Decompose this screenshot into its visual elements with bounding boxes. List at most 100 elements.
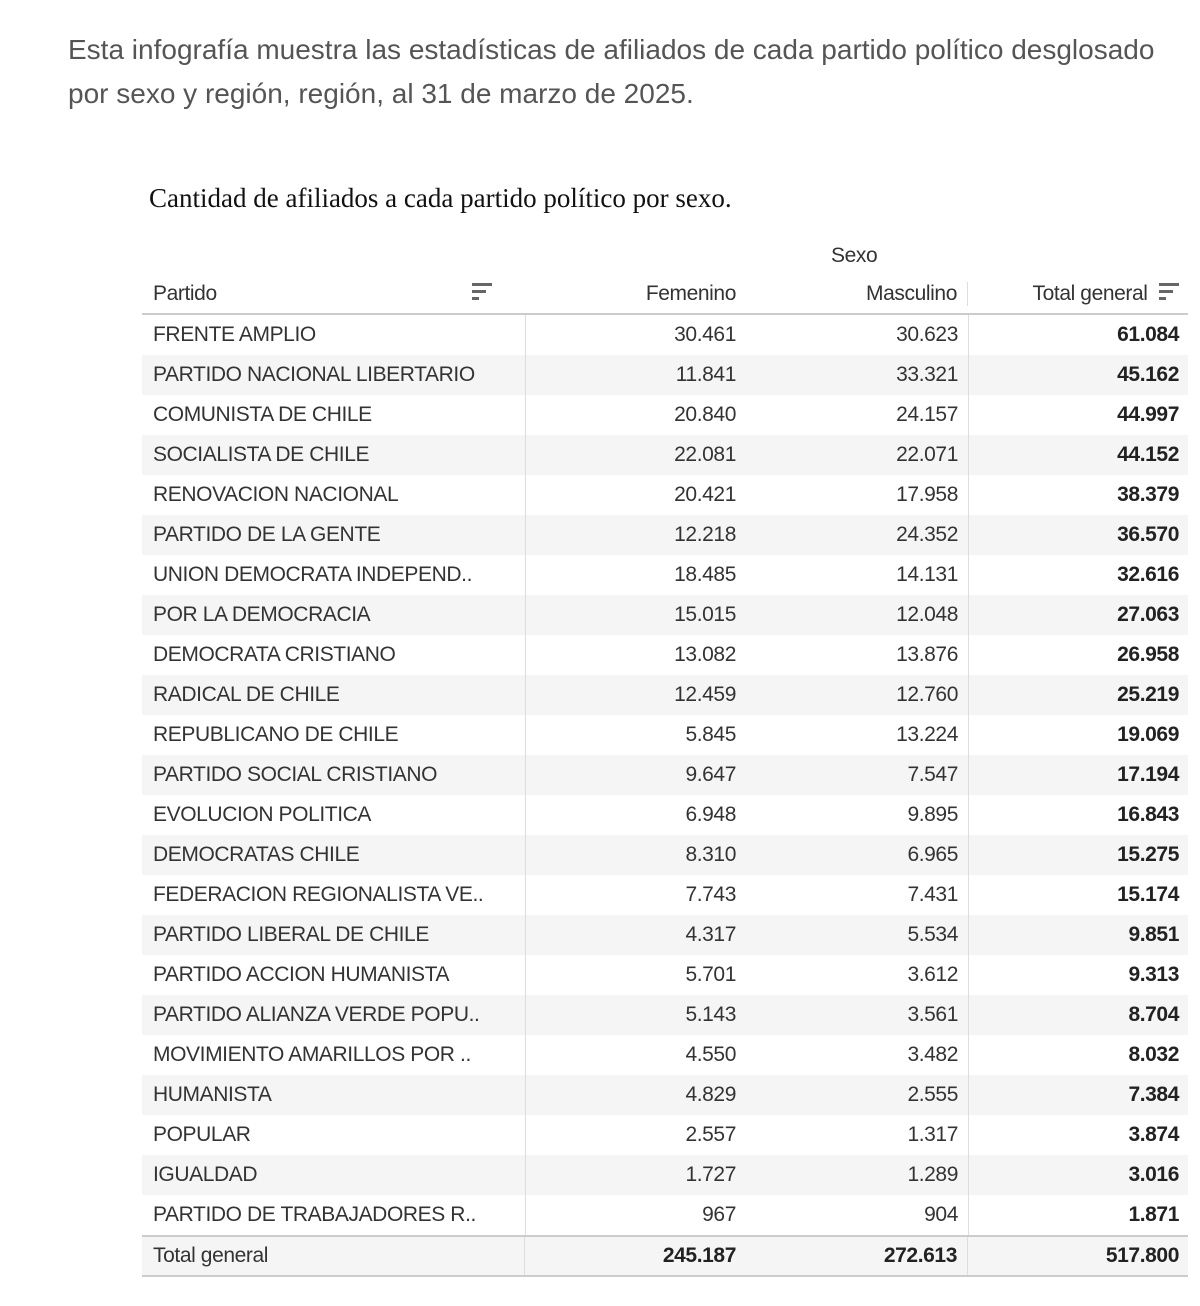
cell-femenino: 12.459 (674, 683, 736, 706)
cell-partido: COMUNISTA DE CHILE (153, 403, 372, 426)
cell-masculino: 2.555 (907, 1083, 958, 1106)
cell-masculino: 22.071 (896, 443, 958, 466)
intro-text: Esta infografía muestra las estadísticas… (68, 28, 1178, 116)
cell-masculino: 3.612 (907, 963, 958, 986)
header-partido[interactable]: Partido (142, 275, 525, 313)
cell-total: 19.069 (1117, 723, 1179, 746)
cell-femenino: 4.317 (685, 923, 736, 946)
cell-partido: PARTIDO LIBERAL DE CHILE (153, 923, 429, 946)
table-row: PARTIDO ACCION HUMANISTA 5.701 3.612 9.313 (142, 955, 1188, 995)
table-row: COMUNISTA DE CHILE 20.840 24.157 44.997 (142, 395, 1188, 435)
total-general: 517.800 (1105, 1244, 1180, 1267)
table-row: PARTIDO NACIONAL LIBERTARIO 11.841 33.321 4… (142, 355, 1188, 395)
intro-line-1: Esta infografía muestra las estadísticas… (68, 34, 1155, 109)
cell-femenino: 22.081 (674, 443, 736, 466)
cell-femenino: 2.557 (685, 1123, 736, 1146)
cell-femenino: 12.218 (674, 523, 736, 546)
cell-masculino: 6.965 (907, 843, 958, 866)
cell-total: 7.384 (1128, 1083, 1179, 1106)
header-row: Partido Femenino Masculino Total general (142, 275, 1188, 315)
cell-masculino: 12.760 (896, 683, 958, 706)
cell-partido: PARTIDO SOCIAL CRISTIANO (153, 763, 438, 786)
cell-partido: FRENTE AMPLIO (153, 323, 316, 346)
cell-masculino: 7.547 (907, 763, 958, 786)
cell-partido: DEMOCRATAS CHILE (153, 843, 360, 866)
header-label: Total general (1032, 282, 1148, 305)
table-row: IGUALDAD 1.727 1.289 3.016 (142, 1155, 1188, 1195)
cell-total: 8.704 (1128, 1003, 1179, 1026)
cell-masculino: 3.482 (907, 1043, 958, 1066)
cell-total: 44.997 (1117, 403, 1179, 426)
table-row: DEMOCRATA CRISTIANO 13.082 13.876 26.958 (142, 635, 1188, 675)
table-row: PARTIDO ALIANZA VERDE POPU.. 5.143 3.561 8.… (142, 995, 1188, 1035)
header-masculino[interactable]: Masculino (745, 282, 968, 306)
cell-femenino: 9.647 (685, 763, 736, 786)
cell-partido: IGUALDAD (153, 1163, 258, 1186)
cell-masculino: 1.289 (907, 1163, 958, 1186)
cell-masculino: 13.876 (896, 643, 958, 666)
sort-descending-icon[interactable] (472, 283, 492, 301)
cell-partido: FEDERACION REGIONALISTA VE.. (153, 883, 484, 906)
cell-femenino: 13.082 (674, 643, 736, 666)
sort-descending-icon[interactable] (1159, 283, 1179, 301)
header-total[interactable]: Total general (968, 282, 1188, 306)
cell-femenino: 30.461 (674, 323, 736, 346)
cell-masculino: 24.352 (896, 523, 958, 546)
table-row: PARTIDO DE LA GENTE 12.218 24.352 36.570 (142, 515, 1188, 555)
cell-masculino: 17.958 (896, 483, 958, 506)
cell-total: 8.032 (1128, 1043, 1179, 1066)
cell-total: 26.958 (1117, 643, 1179, 666)
cell-total: 25.219 (1117, 683, 1179, 706)
total-femenino: 245.187 (662, 1244, 737, 1267)
affiliates-table: Sexo Partido Femenino Masculino Total ge… (142, 236, 1188, 1277)
cell-femenino: 5.143 (685, 1003, 736, 1026)
header-label: Partido (153, 282, 217, 305)
total-label: Total general (142, 1237, 525, 1275)
cell-masculino: 33.321 (896, 363, 958, 386)
cell-total: 15.275 (1117, 843, 1179, 866)
table-row: PARTIDO SOCIAL CRISTIANO 9.647 7.547 17.194 (142, 755, 1188, 795)
cell-femenino: 6.948 (685, 803, 736, 826)
table-row: MOVIMIENTO AMARILLOS POR .. 4.550 3.482 8.0… (142, 1035, 1188, 1075)
table-row: EVOLUCION POLITICA 6.948 9.895 16.843 (142, 795, 1188, 835)
cell-masculino: 7.431 (907, 883, 958, 906)
cell-masculino: 904 (924, 1203, 958, 1226)
table-row: REPUBLICANO DE CHILE 5.845 13.224 19.069 (142, 715, 1188, 755)
cell-total: 15.174 (1117, 883, 1179, 906)
cell-femenino: 5.845 (685, 723, 736, 746)
cell-partido: EVOLUCION POLITICA (153, 803, 372, 826)
cell-masculino: 14.131 (896, 563, 958, 586)
cell-masculino: 5.534 (907, 923, 958, 946)
table-row: SOCIALISTA DE CHILE 22.081 22.071 44.152 (142, 435, 1188, 475)
cell-total: 32.616 (1117, 563, 1179, 586)
total-row: Total general 245.187 272.613 517.800 (142, 1235, 1188, 1277)
total-masculino: 272.613 (745, 1237, 968, 1275)
cell-masculino: 3.561 (907, 1003, 958, 1026)
column-divider (525, 315, 526, 1235)
column-divider (968, 315, 969, 1235)
cell-partido: PARTIDO ACCION HUMANISTA (153, 963, 450, 986)
cell-femenino: 8.310 (685, 843, 736, 866)
table-row: PARTIDO DE TRABAJADORES R.. 967 904 1.871 (142, 1195, 1188, 1235)
cell-total: 16.843 (1117, 803, 1179, 826)
cell-femenino: 1.727 (685, 1163, 736, 1186)
cell-femenino: 4.829 (685, 1083, 736, 1106)
intro-line-2: región, al 31 de marzo de 2025. (298, 78, 694, 109)
table-row: POR LA DEMOCRACIA 15.015 12.048 27.063 (142, 595, 1188, 635)
cell-total: 44.152 (1117, 443, 1179, 466)
table-row: FEDERACION REGIONALISTA VE.. 7.743 7.431 15… (142, 875, 1188, 915)
cell-femenino: 5.701 (685, 963, 736, 986)
cell-masculino: 30.623 (896, 323, 958, 346)
cell-femenino: 7.743 (685, 883, 736, 906)
cell-total: 17.194 (1117, 763, 1179, 786)
cell-partido: RENOVACION NACIONAL (153, 483, 399, 506)
cell-total: 3.016 (1128, 1163, 1179, 1186)
cell-partido: SOCIALISTA DE CHILE (153, 443, 370, 466)
cell-partido: MOVIMIENTO AMARILLOS POR .. (153, 1043, 471, 1066)
table-row: FRENTE AMPLIO 30.461 30.623 61.084 (142, 315, 1188, 355)
cell-femenino: 20.840 (674, 403, 736, 426)
cell-total: 9.851 (1128, 923, 1179, 946)
table-row: PARTIDO LIBERAL DE CHILE 4.317 5.534 9.851 (142, 915, 1188, 955)
table-row: POPULAR 2.557 1.317 3.874 (142, 1115, 1188, 1155)
header-femenino[interactable]: Femenino (645, 282, 737, 305)
